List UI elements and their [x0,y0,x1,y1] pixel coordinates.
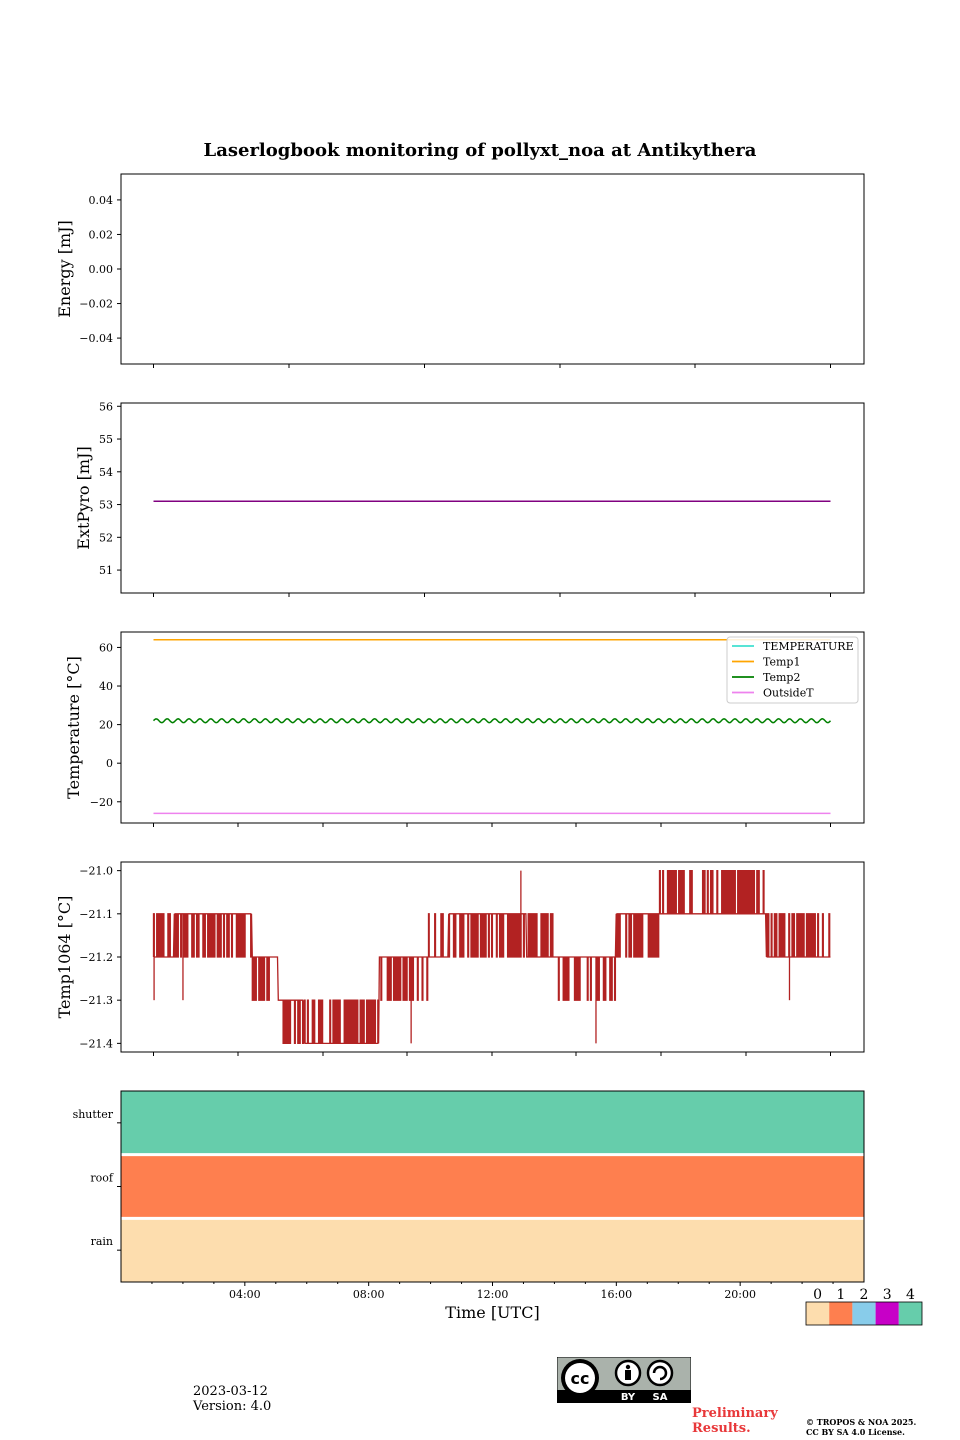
footer-date: 2023-03-12 [193,1384,268,1399]
chart-title: Laserlogbook monitoring of pollyxt_noa a… [203,140,757,161]
y-tick-label: −0.02 [79,298,113,311]
status-row-label-rain: rain [91,1235,113,1248]
status-row-rain [121,1218,864,1282]
colorbar-label-0: 0 [813,1287,822,1303]
x-tick-label: 20:00 [724,1288,756,1301]
legend-label-outsidet: OutsideT [763,687,814,700]
legend-box [726,636,859,704]
y-tick-label: 0.04 [89,194,114,207]
colorbar-label-1: 1 [836,1287,845,1303]
cc-by-label: BY [621,1392,636,1403]
colorbar-swatch-0 [806,1302,830,1325]
colorbar-swatch-3 [875,1302,899,1325]
status-row-label-shutter: shutter [73,1108,114,1121]
y-tick-label: 20 [99,719,113,732]
colorbar-label-2: 2 [860,1287,869,1303]
x-tick-label: 16:00 [600,1288,632,1301]
y-tick-label: −0.04 [79,332,113,345]
y-tick-label: 52 [99,531,113,544]
preliminary-note: Preliminary Results. [692,1406,778,1436]
colorbar-swatch-4 [898,1302,922,1325]
panel-temperature-plot [152,638,832,815]
y-axis-label: Temp1064 [°C] [55,896,74,1019]
status-panel-frame [120,1090,865,1283]
colorbar-label-3: 3 [883,1287,892,1303]
panel-energy-yaxis: 0.04 0.02 0.00 −0.02 −0.04 Energy [mJ] [55,194,121,345]
panel-temperature-series [152,638,832,815]
y-axis-label: Energy [mJ] [55,220,74,318]
status-row-roof [121,1154,864,1219]
x-tick-label: 08:00 [353,1288,385,1301]
series-line-temp2 [152,717,832,724]
panel-energy-frame [120,173,865,365]
panel-extpyro-yaxis: 51 52 53 54 55 56 ExtPyro [mJ] [74,400,121,577]
status-panel: shutter roof rain 04:00 08:00 12:00 16:00 20:00… [73,1091,864,1322]
copyright-line-2: CC BY SA 4.0 License. [806,1427,905,1437]
x-tick-label: 12:00 [477,1288,509,1301]
y-tick-label: 55 [99,433,113,446]
y-tick-label: −21.1 [79,908,113,921]
legend-label-temperature: TEMPERATURE [763,640,854,653]
legend: TEMPERATURE Temp1 Temp2 OutsideT [726,636,859,704]
panel-temp1064-plot [152,869,831,1045]
y-axis-label: ExtPyro [mJ] [74,446,93,549]
x-axis-label: Time [UTC] [445,1303,539,1322]
y-tick-label: 56 [99,400,113,413]
panel-temp1064-yaxis: −21.0 −21.1 −21.2 −21.3 −21.4 Temp1064 [°C] [55,865,121,1050]
panel-temp1064-series [152,869,831,1045]
series-line-temp1064-0 [152,869,831,1045]
y-tick-label: 0 [106,757,113,770]
cc-sa-label: SA [653,1392,668,1403]
y-tick-label: 0.00 [89,263,114,276]
status-row-shutter [121,1091,864,1155]
colorbar-swatch-1 [829,1302,853,1325]
panel-temp1064-xticks [153,1052,831,1056]
panel-extpyro-xticks [153,593,831,597]
colorbar-swatch-2 [852,1302,876,1325]
y-tick-label: 0.02 [89,228,114,241]
y-axis-label: Temperature [°C] [64,656,83,799]
panel-extpyro-frame [120,402,865,594]
y-tick-label: −21.3 [79,994,113,1007]
preliminary-line-2: Results. [692,1421,751,1436]
footer-info: 2023-03-12 Version: 4.0 [193,1384,271,1414]
colorbar-label-4: 4 [906,1287,915,1303]
y-tick-label: −21.2 [79,951,113,964]
legend-label-temp2: Temp2 [763,671,800,684]
legend-label-temp1: Temp1 [763,656,800,669]
panel-temperature-xticks [153,823,831,827]
y-tick-label: 60 [99,641,113,654]
y-tick-label: −20 [90,796,113,809]
copyright-note: © TROPOS & NOA 2025. CC BY SA 4.0 Licens… [806,1417,916,1437]
cc-text: cc [571,1369,590,1388]
panel-energy-xticks [153,364,831,368]
preliminary-line-1: Preliminary [692,1406,778,1421]
y-tick-label: 54 [99,466,113,479]
copyright-line-1: © TROPOS & NOA 2025. [806,1417,917,1427]
y-tick-label: 51 [99,564,113,577]
x-tick-label: 04:00 [229,1288,261,1301]
y-tick-label: −21.4 [79,1037,113,1050]
y-tick-label: 40 [99,680,113,693]
footer-version: Version: 4.0 [193,1399,272,1414]
status-row-label-roof: roof [90,1172,114,1185]
panel-temperature-yaxis: 60 40 20 0 −20 Temperature [°C] [64,641,121,809]
y-tick-label: 53 [99,499,113,512]
y-tick-label: −21.0 [79,865,113,878]
cc-license-icon: cc BY SA [557,1357,691,1403]
colorbar-frame [805,1301,923,1326]
